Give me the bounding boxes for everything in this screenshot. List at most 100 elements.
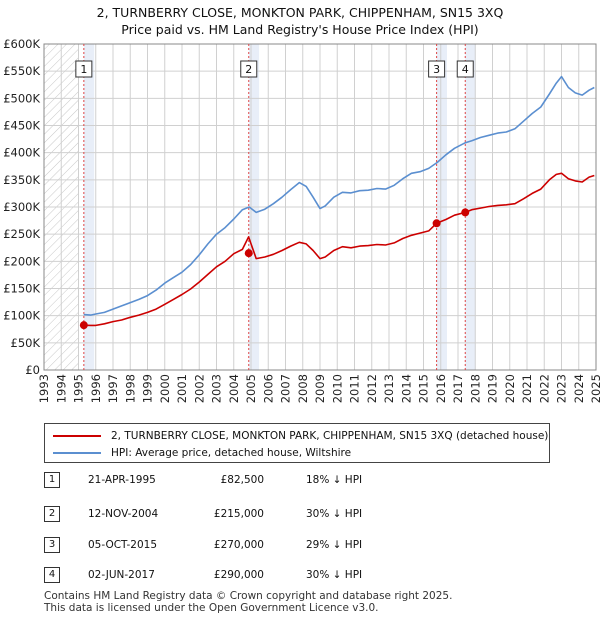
sale-badge-label: 1 <box>80 63 87 76</box>
x-tick-label: 2001 <box>175 374 189 403</box>
sale-date: 02-JUN-2017 <box>88 569 155 581</box>
x-tick-label: 2013 <box>382 374 396 403</box>
y-tick-label: £0 <box>25 363 40 377</box>
sale-markers: 1 2 3 4 <box>75 60 474 330</box>
x-tick-label: 2025 <box>589 374 600 403</box>
x-tick-label: 2020 <box>503 374 517 403</box>
sale-number-badge: 3 <box>44 537 60 553</box>
y-tick-label: £500K <box>3 91 40 105</box>
x-tick-label: 2010 <box>330 374 344 403</box>
sale-row: 3 05-OCT-2015 £270,000 29% ↓ HPI <box>44 537 464 555</box>
legend-swatch-property <box>53 435 101 437</box>
y-tick-label: £400K <box>3 146 40 160</box>
legend-label-property: 2, TURNBERRY CLOSE, MONKTON PARK, CHIPPE… <box>111 430 549 442</box>
sale-badge-label: 4 <box>462 63 469 76</box>
x-tick-label: 2014 <box>399 374 413 403</box>
x-tick-label: 2015 <box>417 374 431 403</box>
x-tick-label: 2023 <box>555 374 569 403</box>
y-tick-label: £50K <box>11 336 41 350</box>
x-tick-label: 2005 <box>244 374 258 403</box>
y-tick-label: £600K <box>3 37 40 51</box>
sale-hpi-diff: 30% ↓ HPI <box>306 508 363 520</box>
x-tick-label: 2012 <box>365 374 379 403</box>
sale-badge-2 <box>240 60 258 78</box>
x-tick-label: 1995 <box>72 374 86 403</box>
sale-point-2 <box>244 249 253 258</box>
sale-badge-4 <box>456 60 474 78</box>
sale-number-badge: 4 <box>44 567 60 583</box>
x-tick-label: 1999 <box>141 374 155 403</box>
x-tick-label: 2003 <box>210 374 224 403</box>
y-tick-label: £550K <box>3 64 40 78</box>
title-line-1: 2, TURNBERRY CLOSE, MONKTON PARK, CHIPPE… <box>96 5 504 20</box>
sale-row: 2 12-NOV-2004 £215,000 30% ↓ HPI <box>44 506 464 524</box>
legend-label-hpi: HPI: Average price, detached house, Wilt… <box>111 447 352 459</box>
sale-point-3 <box>432 219 441 228</box>
y-tick-label: £150K <box>3 282 40 296</box>
sale-price: £215,000 <box>213 508 264 520</box>
x-tick-label: 2006 <box>261 374 275 403</box>
sale-number-badge: 2 <box>44 506 60 522</box>
sale-point-4 <box>461 208 470 217</box>
legend: 2, TURNBERRY CLOSE, MONKTON PARK, CHIPPE… <box>44 423 550 463</box>
x-tick-label: 2009 <box>313 374 327 403</box>
chart-title: 2, TURNBERRY CLOSE, MONKTON PARK, CHIPPE… <box>0 4 600 38</box>
x-tick-label: 2021 <box>520 374 534 403</box>
x-tick-label: 2011 <box>348 374 362 403</box>
x-tick-label: 2000 <box>158 374 172 403</box>
y-tick-label: £450K <box>3 119 40 133</box>
x-tick-label: 1998 <box>123 374 137 403</box>
sale-badge-1 <box>75 60 93 78</box>
plot-border <box>43 43 597 371</box>
sale-badge-label: 2 <box>245 63 252 76</box>
sale-hpi-diff: 30% ↓ HPI <box>306 569 363 581</box>
series-lines <box>83 75 595 327</box>
sale-row: 1 21-APR-1995 £82,500 18% ↓ HPI <box>44 472 464 490</box>
title-line-2: Price paid vs. HM Land Registry's House … <box>121 22 479 37</box>
legend-swatch-hpi <box>53 452 101 454</box>
x-tick-label: 2019 <box>486 374 500 403</box>
hpi-line <box>83 75 595 316</box>
x-tick-label: 1996 <box>89 374 103 403</box>
x-tick-label: 1994 <box>54 374 68 403</box>
sale-price: £270,000 <box>213 539 264 551</box>
y-tick-label: £300K <box>3 200 40 214</box>
x-tick-label: 2022 <box>537 374 551 403</box>
sale-price: £82,500 <box>220 474 264 486</box>
y-tick-label: £100K <box>3 309 40 323</box>
y-tick-label: £250K <box>3 227 40 241</box>
legend-item-hpi: HPI: Average price, detached house, Wilt… <box>53 445 351 461</box>
sale-badge-label: 3 <box>433 63 440 76</box>
x-axis: 1993 1994 1995 1996 1997 1998 1999 2000 2001 2002… <box>37 374 600 403</box>
x-tick-label: 1993 <box>37 374 51 403</box>
sale-price: £290,000 <box>213 569 264 581</box>
x-tick-label: 2004 <box>227 374 241 403</box>
sale-point-1 <box>79 321 88 330</box>
footer: Contains HM Land Registry data © Crown c… <box>44 590 452 614</box>
price-chart: 1 2 3 4 £0 £50K £100K £150K £200K £250K £300K £350… <box>3 37 600 403</box>
sale-hpi-diff: 18% ↓ HPI <box>306 474 363 486</box>
legend-item-property: 2, TURNBERRY CLOSE, MONKTON PARK, CHIPPE… <box>53 428 548 444</box>
property-line <box>83 172 595 327</box>
x-tick-label: 2024 <box>572 374 586 403</box>
footer-copyright: Contains HM Land Registry data © Crown c… <box>44 590 453 602</box>
x-tick-label: 2008 <box>296 374 310 403</box>
sale-hpi-diff: 29% ↓ HPI <box>306 539 363 551</box>
sale-badge-3 <box>428 60 446 78</box>
sale-row: 4 02-JUN-2017 £290,000 30% ↓ HPI <box>44 567 464 585</box>
sale-date: 12-NOV-2004 <box>88 508 159 520</box>
x-tick-label: 2016 <box>434 374 448 403</box>
x-tick-label: 2018 <box>468 374 482 403</box>
y-tick-label: £200K <box>3 254 40 268</box>
sale-date: 21-APR-1995 <box>88 474 156 486</box>
sale-date: 05-OCT-2015 <box>88 539 157 551</box>
x-tick-label: 2007 <box>279 374 293 403</box>
x-tick-label: 1997 <box>106 374 120 403</box>
x-tick-label: 2017 <box>451 374 465 403</box>
y-axis: £0 £50K £100K £150K £200K £250K £300K £350K £400… <box>3 37 40 377</box>
gridlines <box>43 43 597 371</box>
x-tick-label: 2002 <box>192 374 206 403</box>
footer-licence: This data is licensed under the Open Gov… <box>44 602 379 614</box>
y-tick-label: £350K <box>3 173 40 187</box>
sale-number-badge: 1 <box>44 472 60 488</box>
